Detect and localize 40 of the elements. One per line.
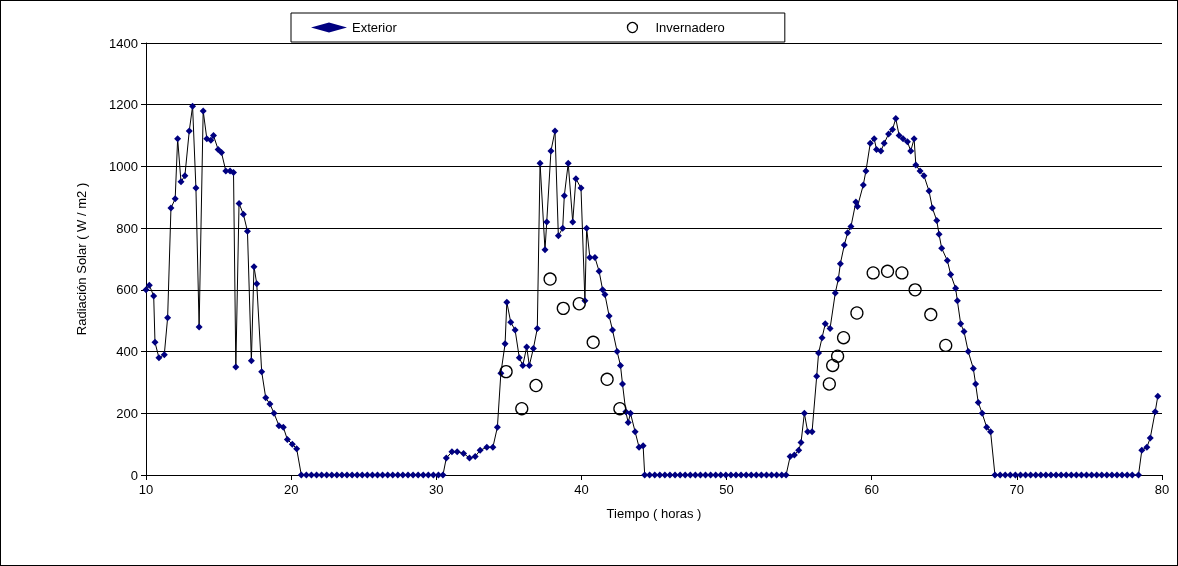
point — [572, 297, 586, 311]
x-axis-title: Tiempo ( horas ) — [606, 506, 702, 521]
point — [543, 272, 557, 286]
point — [939, 338, 953, 353]
point — [866, 266, 880, 280]
point — [924, 307, 938, 322]
x-tick-label: 10 — [138, 482, 154, 497]
point — [600, 372, 614, 386]
point — [556, 301, 570, 316]
y-axis-title: Radiación Solar ( W / m2 ) — [74, 182, 89, 336]
point — [586, 335, 600, 349]
x-tick-label: 60 — [864, 482, 879, 497]
point — [515, 402, 529, 416]
point — [499, 364, 513, 379]
point — [826, 358, 840, 373]
x-tick-label: 50 — [719, 482, 734, 497]
point — [895, 266, 909, 280]
y-tick-label: 1200 — [109, 97, 138, 113]
point — [529, 378, 543, 393]
x-tick-label: 80 — [1154, 482, 1170, 497]
y-tick-label: 400 — [116, 344, 138, 360]
x-tick-label: 30 — [429, 482, 444, 497]
x-tick-label: 70 — [1009, 482, 1025, 497]
point — [822, 377, 836, 391]
x-tick-label: 20 — [283, 482, 299, 497]
x-tick-label: 40 — [574, 482, 589, 497]
y-tick-label: 600 — [116, 282, 138, 298]
legend-label: Invernadero — [655, 20, 725, 35]
y-tick-label: 800 — [116, 220, 138, 236]
point — [908, 283, 922, 297]
point — [850, 306, 864, 320]
y-tick-label: 200 — [116, 405, 138, 421]
y-tick-label: 1400 — [109, 35, 138, 51]
point — [836, 331, 851, 345]
point — [880, 264, 895, 278]
y-tick-label: 1000 — [109, 158, 138, 174]
y-tick-label: 0 — [130, 467, 138, 483]
point — [830, 349, 845, 363]
point — [613, 402, 627, 416]
legend-label: Exterior — [352, 20, 398, 35]
